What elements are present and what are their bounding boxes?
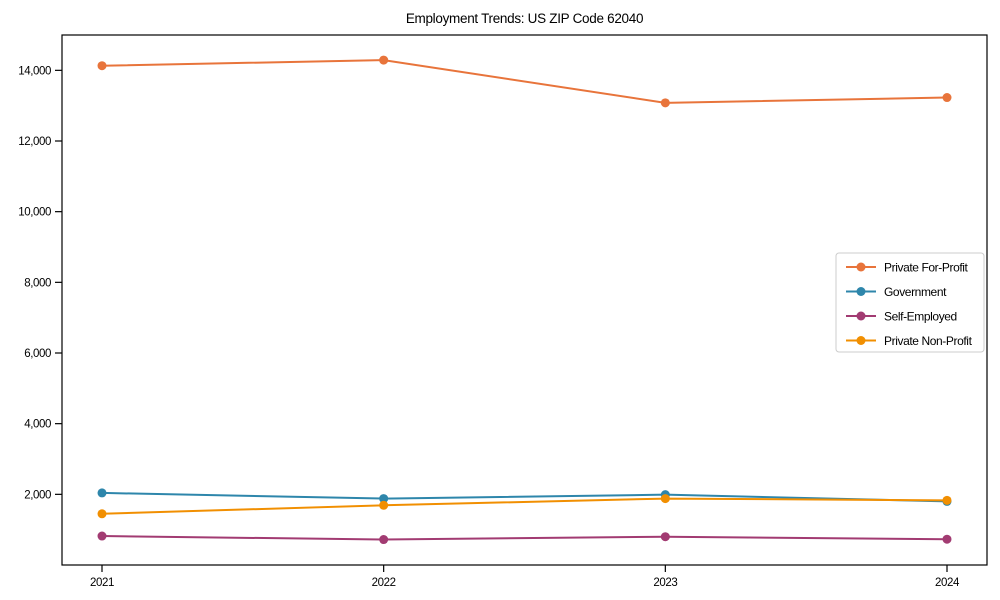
series-line-private-non-profit bbox=[101, 497, 948, 515]
data-point-private-for-profit-2023 bbox=[660, 98, 670, 108]
data-point-private-for-profit-2024 bbox=[942, 93, 952, 103]
legend-label-private-non-profit: Private Non-Profit bbox=[884, 334, 973, 348]
data-point-self-employed-2021 bbox=[97, 531, 107, 541]
data-point-self-employed-2023 bbox=[660, 532, 670, 542]
x-axis-tick-label: 2022 bbox=[372, 577, 396, 589]
legend-marker-dot-government bbox=[856, 287, 866, 296]
data-point-private-non-profit-2024 bbox=[942, 495, 952, 505]
x-axis-tick-label: 2021 bbox=[90, 577, 114, 589]
chart-title: Employment Trends: US ZIP Code 62040 bbox=[405, 11, 644, 26]
x-axis-tick-label: 2024 bbox=[935, 577, 960, 589]
legend-marker-dot-self-employed bbox=[856, 311, 866, 321]
series-line-self-employed bbox=[101, 535, 948, 541]
y-axis-tick-label: 10,000 bbox=[18, 207, 51, 219]
legend-label-self-employed: Self-Employed bbox=[884, 310, 957, 324]
data-point-government-2022 bbox=[379, 494, 389, 504]
y-axis-tick-label: 8,000 bbox=[24, 277, 51, 289]
legend-box bbox=[835, 252, 985, 353]
series-line-private-for-profit bbox=[101, 59, 948, 104]
y-axis-tick-label: 14,000 bbox=[18, 65, 51, 77]
plot-area-border bbox=[61, 34, 988, 566]
legend-marker-dot-private-for-profit bbox=[856, 262, 866, 272]
series-line-government bbox=[101, 491, 948, 503]
data-point-private-for-profit-2021 bbox=[97, 61, 107, 71]
y-axis-tick-label: 2,000 bbox=[24, 489, 51, 501]
legend-label-private-for-profit: Private For-Profit bbox=[884, 261, 969, 275]
data-point-self-employed-2022 bbox=[379, 535, 389, 545]
y-axis-tick-label: 6,000 bbox=[24, 348, 51, 360]
y-axis-tick-label: 4,000 bbox=[24, 419, 51, 431]
data-point-self-employed-2024 bbox=[942, 534, 952, 544]
data-point-private-non-profit-2023 bbox=[660, 494, 670, 504]
data-point-government-2021 bbox=[97, 488, 107, 498]
data-point-private-for-profit-2022 bbox=[379, 55, 389, 65]
data-point-private-non-profit-2022 bbox=[379, 500, 389, 510]
legend-marker-dot-private-non-profit bbox=[856, 336, 866, 345]
legend-label-government: Government bbox=[884, 285, 947, 299]
x-axis-tick-label: 2023 bbox=[653, 577, 677, 589]
y-axis-tick-label: 12,000 bbox=[18, 136, 51, 148]
data-point-private-non-profit-2021 bbox=[97, 509, 107, 519]
